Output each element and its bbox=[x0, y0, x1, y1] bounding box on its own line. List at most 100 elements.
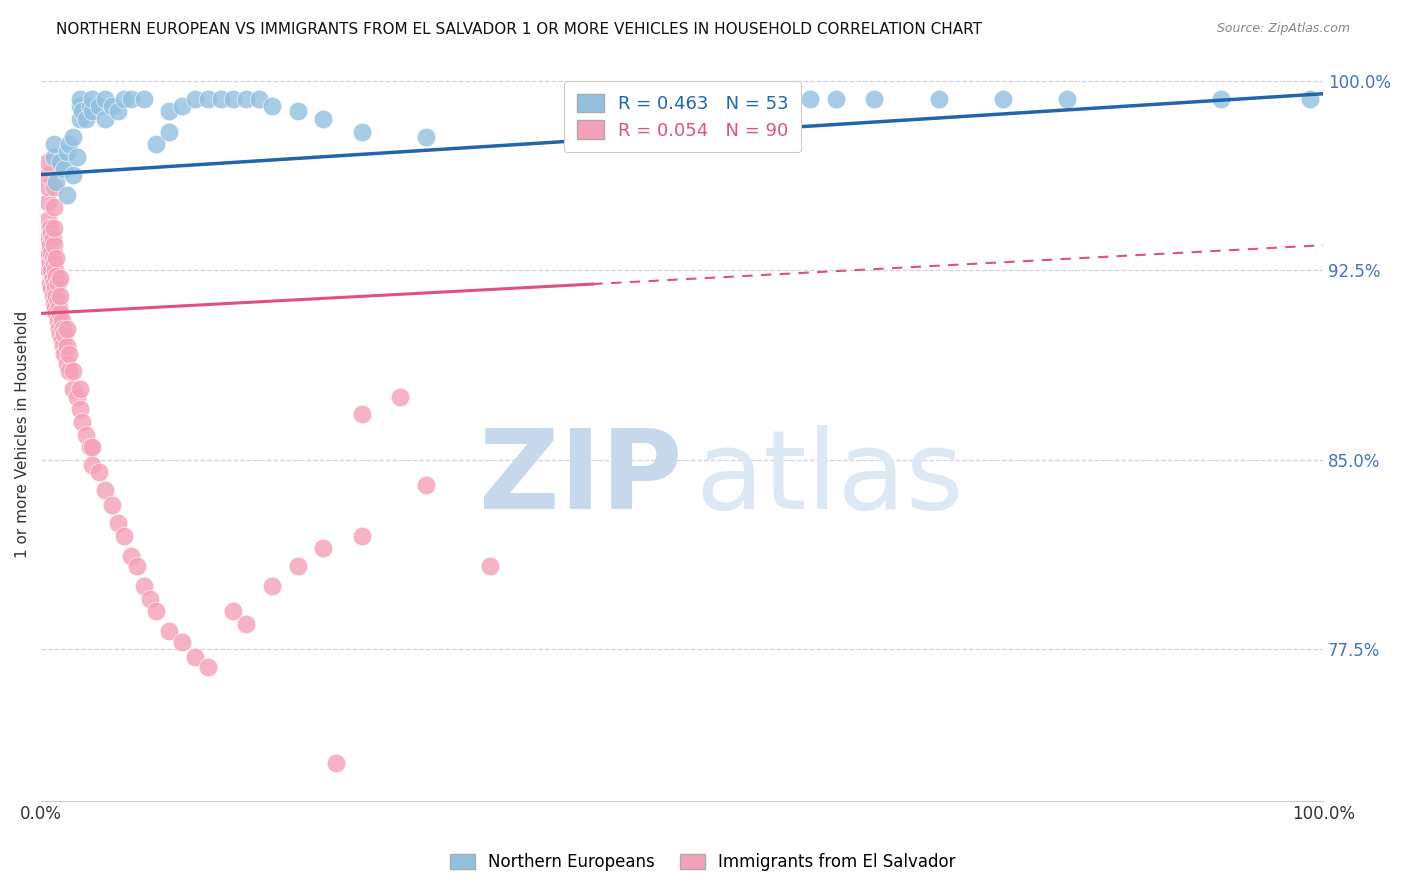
Point bbox=[58, 137, 80, 152]
Point bbox=[69, 382, 91, 396]
Point bbox=[37, 230, 59, 244]
Point bbox=[42, 150, 65, 164]
Point bbox=[46, 314, 69, 328]
Point bbox=[70, 104, 93, 119]
Point bbox=[107, 104, 129, 119]
Point bbox=[157, 624, 180, 639]
Point bbox=[350, 408, 373, 422]
Point bbox=[51, 314, 73, 328]
Point bbox=[157, 125, 180, 139]
Point bbox=[37, 180, 59, 194]
Point bbox=[120, 92, 142, 106]
Point bbox=[157, 104, 180, 119]
Point bbox=[197, 660, 219, 674]
Point bbox=[82, 104, 104, 119]
Point bbox=[145, 604, 167, 618]
Point bbox=[415, 129, 437, 144]
Point bbox=[42, 276, 65, 290]
Point bbox=[46, 276, 69, 290]
Point bbox=[62, 382, 84, 396]
Point bbox=[799, 92, 821, 106]
Point bbox=[58, 347, 80, 361]
Point bbox=[350, 528, 373, 542]
Point bbox=[209, 92, 232, 106]
Point bbox=[82, 440, 104, 454]
Point bbox=[42, 256, 65, 270]
Point bbox=[41, 230, 63, 244]
Point bbox=[172, 99, 194, 113]
Point bbox=[39, 238, 62, 252]
Point bbox=[44, 281, 66, 295]
Point bbox=[82, 458, 104, 472]
Point bbox=[82, 92, 104, 106]
Point bbox=[69, 92, 91, 106]
Point bbox=[94, 112, 117, 126]
Point bbox=[172, 634, 194, 648]
Point bbox=[62, 168, 84, 182]
Point bbox=[114, 92, 136, 106]
Point bbox=[247, 92, 270, 106]
Point bbox=[49, 326, 72, 341]
Point bbox=[49, 289, 72, 303]
Point bbox=[42, 200, 65, 214]
Point bbox=[52, 321, 75, 335]
Point bbox=[139, 591, 162, 606]
Point bbox=[48, 321, 70, 335]
Legend: Northern Europeans, Immigrants from El Salvador: Northern Europeans, Immigrants from El S… bbox=[441, 845, 965, 880]
Point bbox=[197, 92, 219, 106]
Point bbox=[53, 347, 76, 361]
Point bbox=[55, 187, 77, 202]
Point bbox=[49, 306, 72, 320]
Point bbox=[46, 293, 69, 308]
Point bbox=[928, 92, 950, 106]
Point bbox=[62, 129, 84, 144]
Point bbox=[37, 213, 59, 227]
Point bbox=[735, 92, 758, 106]
Point bbox=[66, 390, 89, 404]
Point bbox=[287, 558, 309, 573]
Point bbox=[45, 289, 67, 303]
Point bbox=[70, 415, 93, 429]
Point bbox=[58, 364, 80, 378]
Point bbox=[260, 99, 283, 113]
Point bbox=[39, 220, 62, 235]
Point bbox=[49, 155, 72, 169]
Point bbox=[87, 466, 110, 480]
Point bbox=[41, 289, 63, 303]
Point bbox=[184, 92, 207, 106]
Point bbox=[41, 251, 63, 265]
Point bbox=[825, 92, 848, 106]
Point bbox=[69, 99, 91, 113]
Point bbox=[55, 339, 77, 353]
Y-axis label: 1 or more Vehicles in Household: 1 or more Vehicles in Household bbox=[15, 311, 30, 558]
Legend: R = 0.463   N = 53, R = 0.054   N = 90: R = 0.463 N = 53, R = 0.054 N = 90 bbox=[564, 81, 801, 153]
Point bbox=[69, 112, 91, 126]
Point bbox=[107, 516, 129, 530]
Point bbox=[132, 92, 155, 106]
Point bbox=[42, 220, 65, 235]
Point bbox=[100, 498, 122, 512]
Point bbox=[41, 263, 63, 277]
Point bbox=[42, 238, 65, 252]
Point bbox=[478, 558, 501, 573]
Point bbox=[53, 162, 76, 177]
Point bbox=[127, 558, 149, 573]
Point bbox=[100, 99, 122, 113]
Point bbox=[53, 326, 76, 341]
Point bbox=[55, 321, 77, 335]
Point bbox=[45, 175, 67, 189]
Point bbox=[52, 339, 75, 353]
Point bbox=[350, 125, 373, 139]
Point bbox=[37, 251, 59, 265]
Point bbox=[51, 332, 73, 346]
Point bbox=[55, 357, 77, 371]
Point bbox=[75, 112, 97, 126]
Point bbox=[87, 99, 110, 113]
Point bbox=[42, 296, 65, 310]
Point bbox=[55, 145, 77, 159]
Point bbox=[863, 92, 886, 106]
Point bbox=[1056, 92, 1078, 106]
Point bbox=[415, 478, 437, 492]
Point bbox=[44, 301, 66, 316]
Point bbox=[287, 104, 309, 119]
